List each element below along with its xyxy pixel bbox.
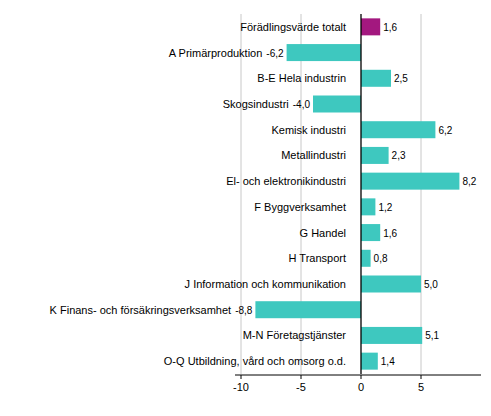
bar (361, 121, 435, 138)
data-label: 1,4 (381, 356, 395, 367)
bar (361, 353, 378, 370)
chart: 1,6 Förädlingsvärde totalt -6,2A Primärpro… (0, 0, 491, 416)
data-label: -8,8 (235, 305, 253, 316)
category-label: Förädlingsvärde totalt (240, 21, 346, 33)
data-label: 1,6 (383, 22, 397, 33)
category-label: F Byggverksamhet (254, 201, 346, 213)
category-label: K Finans- och försäkringsverksamhet (50, 304, 232, 316)
category-label: G Handel (300, 227, 346, 239)
tick (361, 375, 362, 379)
tick-label: 5 (418, 381, 424, 393)
grid-line (421, 14, 422, 374)
category-label: Kemisk industri (271, 124, 346, 136)
tick-label: 0 (358, 381, 364, 393)
data-label: 6,2 (438, 125, 452, 136)
data-label: 1,2 (378, 202, 392, 213)
data-label: -6,2 (266, 48, 284, 59)
bar (361, 198, 375, 215)
grid-line (241, 14, 242, 374)
tick-label: -5 (296, 381, 306, 393)
bar (255, 301, 361, 318)
bar (287, 44, 361, 61)
data-label: 2,3 (392, 150, 406, 161)
category-label: A Primärproduktion (169, 47, 263, 59)
bar (361, 224, 380, 241)
bar (313, 96, 361, 113)
data-label: 1,6 (383, 228, 397, 239)
tick (301, 375, 302, 379)
bar (361, 276, 421, 293)
bar (361, 70, 391, 87)
data-label: 0,8 (374, 253, 388, 264)
labels: 1,6 Förädlingsvärde totalt -6,2A Primärpro… (50, 21, 477, 367)
tick (421, 375, 422, 379)
data-label: 8,2 (462, 176, 476, 187)
bars (255, 18, 459, 369)
category-label: J Information och kommunikation (185, 278, 346, 290)
x-axis (235, 375, 481, 376)
category-label: H Transport (289, 252, 346, 264)
bar (361, 18, 380, 35)
bar (361, 250, 371, 267)
grid-line (301, 14, 302, 374)
bar (361, 173, 459, 190)
category-label: Metallindustri (281, 149, 346, 161)
category-label: B-E Hela industrin (257, 72, 346, 84)
zero-line (360, 14, 361, 374)
tick (241, 375, 242, 379)
bar (361, 327, 422, 344)
data-label: 5,0 (424, 279, 438, 290)
data-label: -4,0 (293, 99, 311, 110)
category-label: El- och elektronikindustri (226, 175, 346, 187)
data-label: 2,5 (394, 73, 408, 84)
category-label: Skogsindustri (223, 98, 289, 110)
bar (361, 147, 389, 164)
tick-label: -10 (233, 381, 249, 393)
data-label: 5,1 (425, 330, 439, 341)
category-label: O-Q Utbildning, vård och omsorg o.d. (164, 355, 346, 367)
category-label: M-N Företagstjänster (243, 329, 347, 341)
